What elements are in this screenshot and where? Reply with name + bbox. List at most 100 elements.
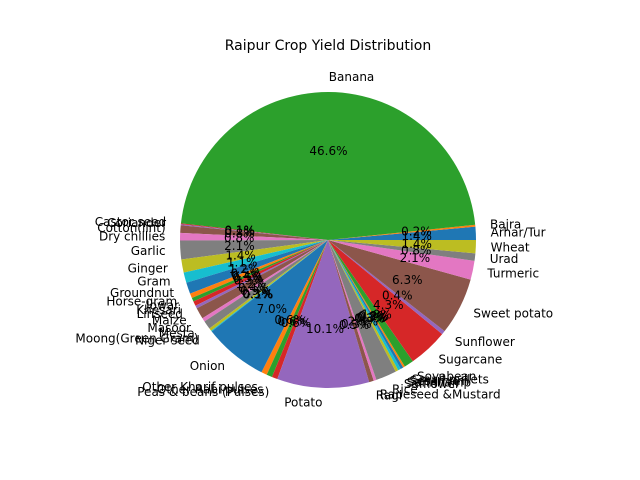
slice-label-peas-beans-pulses: Peas & beans (Pulses) xyxy=(137,385,269,399)
slice-label-sesamum: Sesamum xyxy=(409,374,469,388)
pie-slice-bajra xyxy=(328,224,476,240)
slice-percent-niger-seed: 0.1% xyxy=(243,288,274,302)
pie-slice-arhar-tur xyxy=(328,226,476,240)
slice-label-other-rabi-pulses: Other Rabi pulses xyxy=(157,382,264,396)
slice-percent-gram: 1.1% xyxy=(227,256,258,270)
slice-label-jowar: Jowar xyxy=(145,299,179,313)
slice-percent-moong-green-gram: 0.3% xyxy=(242,287,273,301)
pie-slice-niger-seed xyxy=(211,240,328,332)
slice-percent-groundnut: 1.2% xyxy=(229,262,260,276)
pie-slice-dry-chillies xyxy=(179,232,328,241)
slice-label-niger-seed: Niger seed xyxy=(135,333,200,347)
pie-slice-ginger xyxy=(181,240,328,273)
slice-label-sweet-potato: Sweet potato xyxy=(473,306,553,320)
slice-label-safflower: Safflower xyxy=(404,377,460,391)
slice-label-other-kharif-pulses: Other Kharif pulses xyxy=(142,380,257,394)
slice-percent-mesta: 0.9% xyxy=(240,284,271,298)
slice-percent-ginger: 1.4% xyxy=(225,249,256,263)
slice-label-sunflower: Sunflower xyxy=(455,335,515,349)
slice-percent-safflower: 0.3% xyxy=(354,312,385,326)
slice-label-ragi: Ragi xyxy=(376,389,402,403)
pie-slice-rice xyxy=(328,240,396,380)
slice-percent-urad: 0.8% xyxy=(401,243,432,257)
slice-percent-sweet-potato: 6.3% xyxy=(392,273,423,287)
slice-label-groundnut: Groundnut xyxy=(110,286,174,300)
pie-slice-linseed xyxy=(195,240,328,309)
slice-percent-banana: 46.6% xyxy=(309,144,347,158)
pie-slice-safflower xyxy=(328,240,399,372)
slice-percent-wheat: 1.4% xyxy=(401,237,432,251)
slice-label-banana: Banana xyxy=(329,70,375,84)
pie-slice-sugarcane xyxy=(328,240,443,362)
slice-label-coriander: Coriander xyxy=(107,216,166,230)
slice-percent-soyabean: 1.0% xyxy=(361,307,392,321)
slice-percent-turmeric: 2.1% xyxy=(400,251,431,265)
slice-label-moong-green-gram: Moong(Green Gram) xyxy=(75,332,198,346)
slice-percent-ragi: 0.5% xyxy=(339,318,370,332)
pie-slice-ragi xyxy=(328,240,374,383)
slice-percent-jowar: 0.4% xyxy=(232,269,263,283)
slice-label-mesta: Mesta xyxy=(159,327,195,341)
slice-label-castor-seed: Castor seed xyxy=(95,215,166,229)
slice-label-turmeric: Turmeric xyxy=(486,266,539,280)
pie-slice-other-rabi-pulses xyxy=(266,240,328,377)
slice-percent-dry-chillies: 0.8% xyxy=(224,231,255,245)
slice-percent-rice: 2.3% xyxy=(348,315,379,329)
slice-label-arhar-tur: Arhar/Tur xyxy=(491,226,546,240)
slice-label-soyabean: Soyabean xyxy=(417,369,476,383)
slice-label-ginger: Ginger xyxy=(128,262,168,276)
slice-percent-sesamum: 0.3% xyxy=(357,310,388,324)
slice-percent-linseed: 0.3% xyxy=(234,273,265,287)
pie-slice-maize xyxy=(196,240,328,319)
pie-slice-soyabean xyxy=(328,240,413,367)
pie-slice-groundnut xyxy=(186,240,328,294)
pie-slices xyxy=(179,92,476,389)
slice-percent-maize: 1.2% xyxy=(236,277,267,291)
slice-percent-rapeseed-mustard: 0.3% xyxy=(341,317,372,331)
slice-label-onion: Onion xyxy=(190,359,225,373)
slice-label-bajra: Bajra xyxy=(490,217,521,231)
pie-slice-horse-gram xyxy=(190,240,328,299)
pie-slice-small-millets xyxy=(328,240,405,368)
pie-slice-masoor xyxy=(202,240,328,322)
slice-label-potato: Potato xyxy=(284,396,322,410)
pie-slice-gram xyxy=(183,240,328,283)
slice-percent-other-kharif-pulses: 0.6% xyxy=(274,313,305,327)
pie-slice-urad xyxy=(328,240,476,261)
slice-percent-peas-beans-pulses: 0.6% xyxy=(281,316,312,330)
pie-slice-peas-beans-pulses xyxy=(271,240,328,380)
slice-percent-masoor: 0.4% xyxy=(238,281,269,295)
pie-slice-jowar xyxy=(191,240,328,302)
slice-percent-other-rabi-pulses: 0.6% xyxy=(278,315,309,329)
slice-percent-garlic: 2.1% xyxy=(224,239,255,253)
slice-label-horse-gram: Horse-gram xyxy=(106,294,177,308)
slice-label-khesari: Khesari xyxy=(136,303,181,317)
pie-slice-coriander xyxy=(180,224,328,240)
pie-slice-cotton-lint xyxy=(180,225,328,240)
pie-slice-turmeric xyxy=(328,240,475,280)
pie-slice-banana xyxy=(180,92,476,241)
pie-slice-potato xyxy=(277,240,370,389)
pie-slice-mesta xyxy=(204,240,328,329)
pie-slice-sweet-potato xyxy=(328,240,471,332)
pie-slice-sannhamp xyxy=(328,240,401,371)
pie-slice-other-kharif-pulses xyxy=(261,240,328,375)
pie-slice-castor-seed xyxy=(180,223,328,240)
pie-slice-wheat xyxy=(328,240,476,254)
slice-percent-labels: 1.4%0.2%46.6%0.1%0.1%0.8%0.8%2.1%1.4%1.1… xyxy=(224,144,432,336)
slice-label-dry-chillies: Dry chillies xyxy=(99,229,165,243)
slice-percent-sannhamp: 0.3% xyxy=(356,311,387,325)
slice-percent-cotton-lint: 0.8% xyxy=(224,226,255,240)
slice-label-urad: Urad xyxy=(490,252,519,266)
slice-percent-potato: 10.1% xyxy=(306,322,344,336)
pie-slice-onion xyxy=(211,240,328,373)
slice-label-sugarcane: Sugarcane xyxy=(438,353,502,367)
slice-label-linseed: Linseed xyxy=(137,307,183,321)
slice-percent-arhar-tur: 1.4% xyxy=(401,229,432,243)
pie-slice-khesari xyxy=(193,240,328,306)
slice-label-masoor: Masoor xyxy=(147,321,191,335)
slice-percent-coriander: 0.1% xyxy=(224,224,255,238)
slice-percent-bajra: 0.2% xyxy=(401,224,432,238)
